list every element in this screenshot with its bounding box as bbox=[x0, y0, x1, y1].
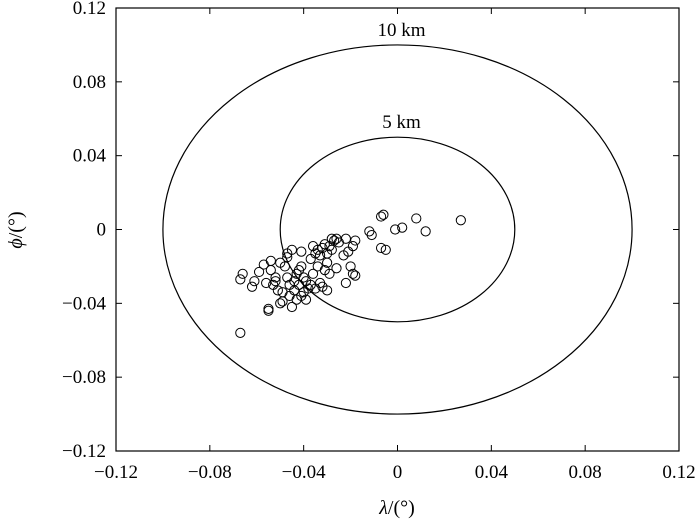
data-point bbox=[263, 305, 274, 316]
data-point bbox=[411, 213, 422, 224]
data-point bbox=[253, 266, 265, 278]
data-point bbox=[235, 327, 246, 338]
data-point bbox=[279, 261, 290, 272]
data-point bbox=[246, 281, 258, 292]
data-point bbox=[350, 235, 361, 246]
tick-labels: −0.12 −0.08 −0.04 0 0.04 0.08 0.12 −0.12 −0.08 −0… bbox=[62, 0, 696, 483]
data-point bbox=[305, 253, 316, 265]
data-point bbox=[366, 229, 377, 241]
data-point bbox=[322, 257, 333, 268]
data-point bbox=[324, 268, 335, 279]
data-point bbox=[312, 261, 323, 272]
data-point bbox=[347, 268, 359, 279]
data-point bbox=[350, 270, 361, 281]
data-point bbox=[272, 285, 283, 296]
data-point bbox=[322, 285, 333, 296]
scatter-points bbox=[235, 209, 466, 338]
x-tick-label: 0 bbox=[393, 462, 403, 483]
data-point bbox=[319, 239, 330, 250]
x-tick-label: −0.08 bbox=[188, 462, 232, 483]
data-point bbox=[397, 222, 408, 233]
data-point bbox=[284, 290, 295, 302]
data-point bbox=[307, 268, 319, 279]
x-tick-label: −0.04 bbox=[282, 462, 326, 483]
data-point bbox=[380, 244, 391, 255]
data-point bbox=[261, 277, 272, 289]
data-point bbox=[390, 224, 401, 235]
data-point bbox=[326, 244, 337, 255]
x-tick-label: 0.12 bbox=[662, 462, 695, 483]
axis-ticks bbox=[115, 7, 680, 452]
y-tick-label: −0.08 bbox=[62, 367, 106, 388]
data-point bbox=[375, 242, 387, 254]
x-tick-label: 0.04 bbox=[475, 462, 509, 483]
y-tick-label: 0.04 bbox=[73, 146, 107, 167]
data-point bbox=[286, 301, 298, 313]
data-point bbox=[375, 211, 387, 222]
y-tick-label: 0.12 bbox=[73, 0, 106, 19]
data-point bbox=[329, 235, 340, 246]
y-tick-label: 0 bbox=[97, 220, 107, 241]
data-point bbox=[270, 276, 281, 287]
data-point bbox=[265, 265, 276, 276]
data-point bbox=[235, 274, 246, 285]
distance-circle-label: 5 km bbox=[382, 112, 421, 133]
data-point bbox=[249, 276, 260, 287]
y-axis-label: ϕ/(°) bbox=[5, 211, 27, 248]
data-point bbox=[296, 246, 307, 257]
distance-circle-label: 10 km bbox=[377, 20, 425, 41]
data-point bbox=[340, 277, 351, 289]
data-point bbox=[275, 298, 286, 309]
data-point bbox=[277, 296, 288, 307]
data-point bbox=[420, 226, 431, 237]
data-point bbox=[282, 252, 293, 263]
distance-circle bbox=[162, 44, 633, 415]
x-tick-label: 0.08 bbox=[569, 462, 602, 483]
data-point bbox=[270, 272, 281, 283]
data-point bbox=[312, 244, 323, 255]
x-axis-label: λ/(°) bbox=[378, 497, 415, 519]
x-tick-label: −0.12 bbox=[94, 462, 138, 483]
data-point bbox=[314, 250, 326, 261]
distance-circle bbox=[279, 136, 516, 323]
data-point bbox=[237, 268, 248, 279]
y-tick-label: −0.12 bbox=[62, 441, 106, 462]
data-point bbox=[340, 233, 351, 244]
data-point bbox=[345, 261, 356, 272]
distance-circles: 10 km 5 km bbox=[162, 20, 633, 415]
y-tick-label: −0.04 bbox=[62, 293, 106, 314]
data-point bbox=[378, 209, 389, 220]
data-point bbox=[331, 263, 342, 274]
data-point bbox=[296, 261, 307, 272]
data-point bbox=[300, 294, 312, 305]
data-point bbox=[455, 215, 466, 226]
data-point bbox=[347, 241, 359, 252]
data-point bbox=[265, 255, 276, 266]
data-point bbox=[286, 244, 298, 255]
y-tick-label: 0.08 bbox=[73, 72, 106, 93]
